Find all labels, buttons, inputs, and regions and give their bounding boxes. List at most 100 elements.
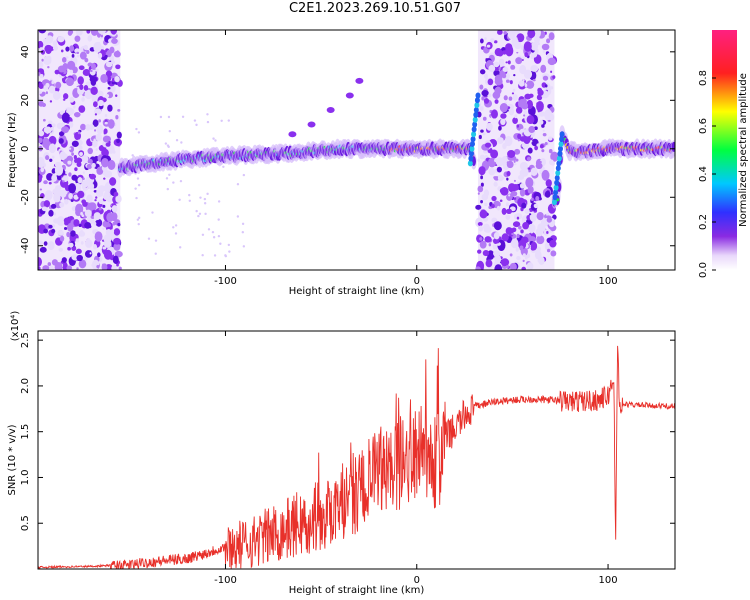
scatter-speckle	[154, 252, 157, 255]
colorbar-tick-label: 0.4	[698, 166, 709, 182]
noise-speckle	[74, 158, 78, 164]
scatter-speckle	[137, 131, 141, 134]
noise-speckle	[93, 189, 97, 193]
noise-speckle	[482, 132, 486, 136]
noise-speckle	[530, 167, 538, 177]
noise-speckle	[483, 73, 488, 79]
noise-speckle	[549, 86, 554, 90]
noise-speckle	[511, 37, 519, 47]
noise-speckle	[51, 155, 55, 159]
noise-speckle	[67, 160, 72, 165]
noise-speckle	[41, 206, 48, 212]
noise-speckle	[523, 69, 533, 79]
scatter-speckle	[217, 218, 220, 221]
noise-speckle	[70, 230, 76, 237]
noise-speckle	[38, 30, 46, 34]
noise-speckle	[497, 30, 503, 35]
noise-speckle	[536, 235, 545, 245]
noise-speckle	[107, 119, 115, 129]
noise-speckle	[87, 147, 93, 155]
noise-speckle	[500, 258, 510, 267]
scatter-speckle	[222, 165, 225, 168]
noise-speckle	[516, 51, 519, 54]
noise-speckle	[528, 236, 537, 243]
scatter-speckle	[195, 123, 198, 127]
noise-speckle	[97, 99, 104, 107]
noise-speckle	[546, 38, 551, 44]
noise-speckle	[478, 204, 481, 208]
noise-speckle	[101, 263, 105, 267]
noise-speckle	[89, 173, 97, 180]
noise-speckle	[64, 198, 69, 205]
noise-speckle	[103, 234, 112, 244]
noise-speckle	[68, 172, 72, 177]
scatter-speckle	[211, 230, 215, 234]
noise-speckle	[537, 259, 541, 263]
noise-speckle	[83, 84, 89, 91]
noise-speckle	[499, 103, 508, 113]
noise-speckle	[521, 266, 526, 270]
noise-speckle	[117, 109, 121, 112]
noise-speckle	[68, 192, 73, 200]
scatter-speckle	[172, 181, 175, 184]
scatter-speckle	[203, 197, 207, 201]
noise-speckle	[519, 245, 524, 251]
noise-speckle	[498, 66, 501, 70]
noise-speckle	[96, 124, 104, 135]
noise-speckle	[498, 58, 505, 65]
noise-speckle	[105, 61, 113, 68]
noise-speckle	[536, 211, 544, 221]
noise-speckle	[508, 194, 511, 197]
noise-speckle	[39, 74, 44, 79]
ridge-jump	[469, 145, 475, 152]
noise-speckle	[479, 154, 486, 160]
scatter-speckle	[137, 216, 141, 220]
noise-speckle	[54, 164, 64, 176]
noise-speckle	[102, 204, 106, 208]
noise-speckle	[491, 203, 495, 209]
noise-speckle	[113, 191, 119, 197]
noise-speckle	[475, 204, 482, 210]
noise-speckle	[528, 125, 536, 133]
noise-speckle	[103, 190, 111, 199]
noise-speckle	[548, 113, 555, 121]
y-tick-label: 0	[20, 146, 31, 152]
ridge-jump	[553, 184, 559, 191]
noise-speckle	[509, 253, 513, 257]
scatter-speckle	[207, 228, 211, 231]
noise-speckle	[49, 100, 53, 103]
noise-speckle	[506, 193, 513, 201]
noise-speckle	[61, 257, 67, 263]
x-tick-label: 0	[414, 575, 420, 586]
noise-speckle	[488, 64, 496, 73]
noise-speckle	[110, 204, 113, 207]
noise-speckle	[95, 148, 98, 152]
noise-speckle	[61, 126, 70, 134]
noise-speckle	[113, 242, 121, 251]
noise-speckle	[116, 131, 122, 139]
noise-speckle	[497, 175, 504, 182]
noise-speckle	[98, 207, 102, 211]
noise-speckle	[519, 64, 527, 75]
noise-speckle	[499, 199, 503, 202]
noise-speckle	[479, 84, 484, 90]
branch-point	[355, 77, 364, 84]
noise-speckle	[53, 212, 57, 216]
noise-speckle	[42, 137, 50, 145]
noise-speckle	[58, 138, 64, 144]
noise-speckle	[102, 227, 105, 230]
noise-speckle	[529, 226, 533, 230]
scatter-speckle	[198, 212, 202, 215]
noise-speckle	[43, 118, 46, 122]
scatter-speckle	[168, 173, 171, 177]
ridge-jump	[471, 131, 477, 138]
noise-speckle	[68, 147, 72, 150]
scatter-speckle	[151, 211, 154, 214]
noise-speckle	[533, 35, 540, 44]
noise-speckle	[519, 161, 528, 171]
noise-speckle	[90, 86, 98, 96]
noise-speckle	[65, 171, 68, 175]
noise-speckle	[510, 190, 518, 197]
x-axis-label: Height of straight line (km)	[289, 286, 425, 297]
noise-speckle	[118, 266, 122, 270]
